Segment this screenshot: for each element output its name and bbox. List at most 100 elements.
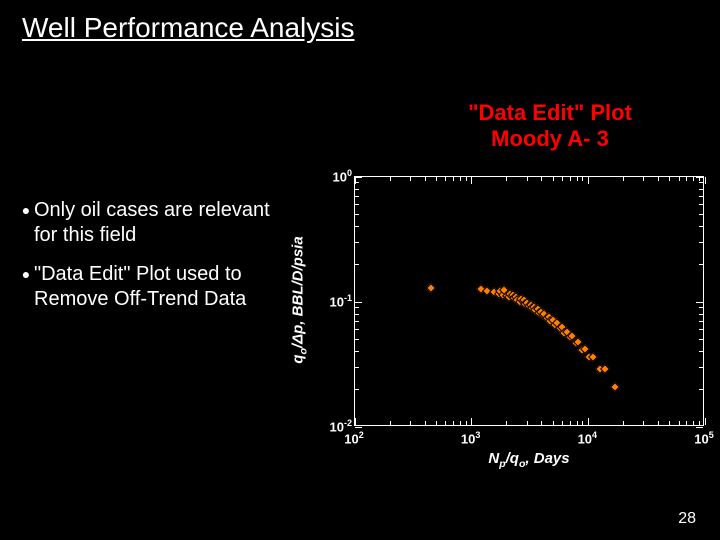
- y-minor-tick: [355, 314, 359, 315]
- x-minor-tick: [410, 177, 411, 181]
- x-minor-tick: [562, 177, 563, 181]
- y-minor-tick: [699, 242, 703, 243]
- y-minor-tick: [355, 307, 359, 308]
- y-minor-tick: [699, 189, 703, 190]
- chart-title: "Data Edit" Plot Moody A- 3: [420, 100, 680, 153]
- x-minor-tick: [577, 421, 578, 425]
- x-minor-tick: [390, 421, 391, 425]
- y-minor-tick: [699, 339, 703, 340]
- x-minor-tick: [679, 177, 680, 181]
- y-minor-tick: [355, 226, 359, 227]
- y-minor-tick: [355, 182, 359, 183]
- x-minor-tick: [693, 421, 694, 425]
- y-minor-tick: [699, 226, 703, 227]
- x-minor-tick: [453, 177, 454, 181]
- y-minor-tick: [699, 321, 703, 322]
- x-minor-tick: [425, 421, 426, 425]
- y-minor-tick: [699, 314, 703, 315]
- x-minor-tick: [390, 177, 391, 181]
- x-minor-tick: [445, 177, 446, 181]
- x-minor-tick: [623, 177, 624, 181]
- x-minor-tick: [582, 177, 583, 181]
- x-minor-tick: [460, 177, 461, 181]
- y-minor-tick: [355, 214, 359, 215]
- x-minor-tick: [570, 421, 571, 425]
- x-minor-tick: [643, 177, 644, 181]
- y-minor-tick: [699, 264, 703, 265]
- x-minor-tick: [541, 421, 542, 425]
- x-minor-tick: [425, 177, 426, 181]
- x-minor-tick: [699, 177, 700, 181]
- y-minor-tick: [355, 242, 359, 243]
- x-minor-tick: [658, 177, 659, 181]
- x-major-tick: [588, 177, 589, 184]
- y-major-tick: [696, 302, 703, 303]
- x-minor-tick: [570, 177, 571, 181]
- x-major-tick: [355, 418, 356, 425]
- y-minor-tick: [355, 329, 359, 330]
- x-minor-tick: [679, 421, 680, 425]
- bullet-text: Only oil cases are relevant for this fie…: [34, 198, 298, 248]
- page-number: 28: [678, 510, 696, 528]
- y-minor-tick: [355, 196, 359, 197]
- y-minor-tick: [699, 307, 703, 308]
- y-minor-tick: [699, 329, 703, 330]
- plot-area: [354, 176, 704, 426]
- x-minor-tick: [658, 421, 659, 425]
- x-axis-label: Np/qo, Days: [354, 450, 704, 470]
- x-minor-tick: [541, 177, 542, 181]
- y-major-tick: [355, 302, 362, 303]
- x-minor-tick: [623, 421, 624, 425]
- x-minor-tick: [466, 177, 467, 181]
- x-minor-tick: [506, 177, 507, 181]
- bullet-text: "Data Edit" Plot used to Remove Off-Tren…: [34, 262, 298, 312]
- y-minor-tick: [355, 264, 359, 265]
- x-minor-tick: [643, 421, 644, 425]
- x-minor-tick: [453, 421, 454, 425]
- x-minor-tick: [582, 421, 583, 425]
- bullet-list: ● Only oil cases are relevant for this f…: [18, 198, 298, 326]
- x-major-tick: [705, 418, 706, 425]
- x-minor-tick: [686, 177, 687, 181]
- y-minor-tick: [355, 351, 359, 352]
- y-minor-tick: [699, 196, 703, 197]
- x-minor-tick: [693, 177, 694, 181]
- y-major-tick: [696, 177, 703, 178]
- x-minor-tick: [506, 421, 507, 425]
- bullet-icon: ●: [18, 262, 34, 312]
- y-minor-tick: [355, 367, 359, 368]
- y-minor-tick: [355, 321, 359, 322]
- x-minor-tick: [686, 421, 687, 425]
- chart-title-line2: Moody A- 3: [420, 126, 680, 152]
- x-minor-tick: [445, 421, 446, 425]
- x-minor-tick: [699, 421, 700, 425]
- data-point: [610, 382, 620, 392]
- x-tick-label: 103: [451, 430, 491, 446]
- x-minor-tick: [553, 177, 554, 181]
- y-minor-tick: [355, 339, 359, 340]
- chart-title-line1: "Data Edit" Plot: [420, 100, 680, 126]
- y-minor-tick: [699, 182, 703, 183]
- data-point: [426, 283, 436, 293]
- y-major-tick: [355, 177, 362, 178]
- y-tick-label: 100: [308, 168, 352, 184]
- x-minor-tick: [436, 421, 437, 425]
- x-major-tick: [471, 177, 472, 184]
- y-tick-label: 10-1: [308, 293, 352, 309]
- y-tick-label: 10-2: [308, 418, 352, 434]
- y-minor-tick: [355, 204, 359, 205]
- y-minor-tick: [699, 204, 703, 205]
- y-axis-label: qo/Δp, BBL/D/psia: [290, 170, 310, 430]
- y-minor-tick: [699, 367, 703, 368]
- x-major-tick: [705, 177, 706, 184]
- x-minor-tick: [553, 421, 554, 425]
- y-minor-tick: [355, 389, 359, 390]
- x-major-tick: [471, 418, 472, 425]
- x-minor-tick: [436, 177, 437, 181]
- y-major-tick: [696, 427, 703, 428]
- chart: qo/Δp, BBL/D/psia Np/qo, Days 1021031041…: [300, 170, 714, 490]
- x-minor-tick: [527, 421, 528, 425]
- y-major-tick: [355, 427, 362, 428]
- x-minor-tick: [669, 421, 670, 425]
- x-minor-tick: [669, 177, 670, 181]
